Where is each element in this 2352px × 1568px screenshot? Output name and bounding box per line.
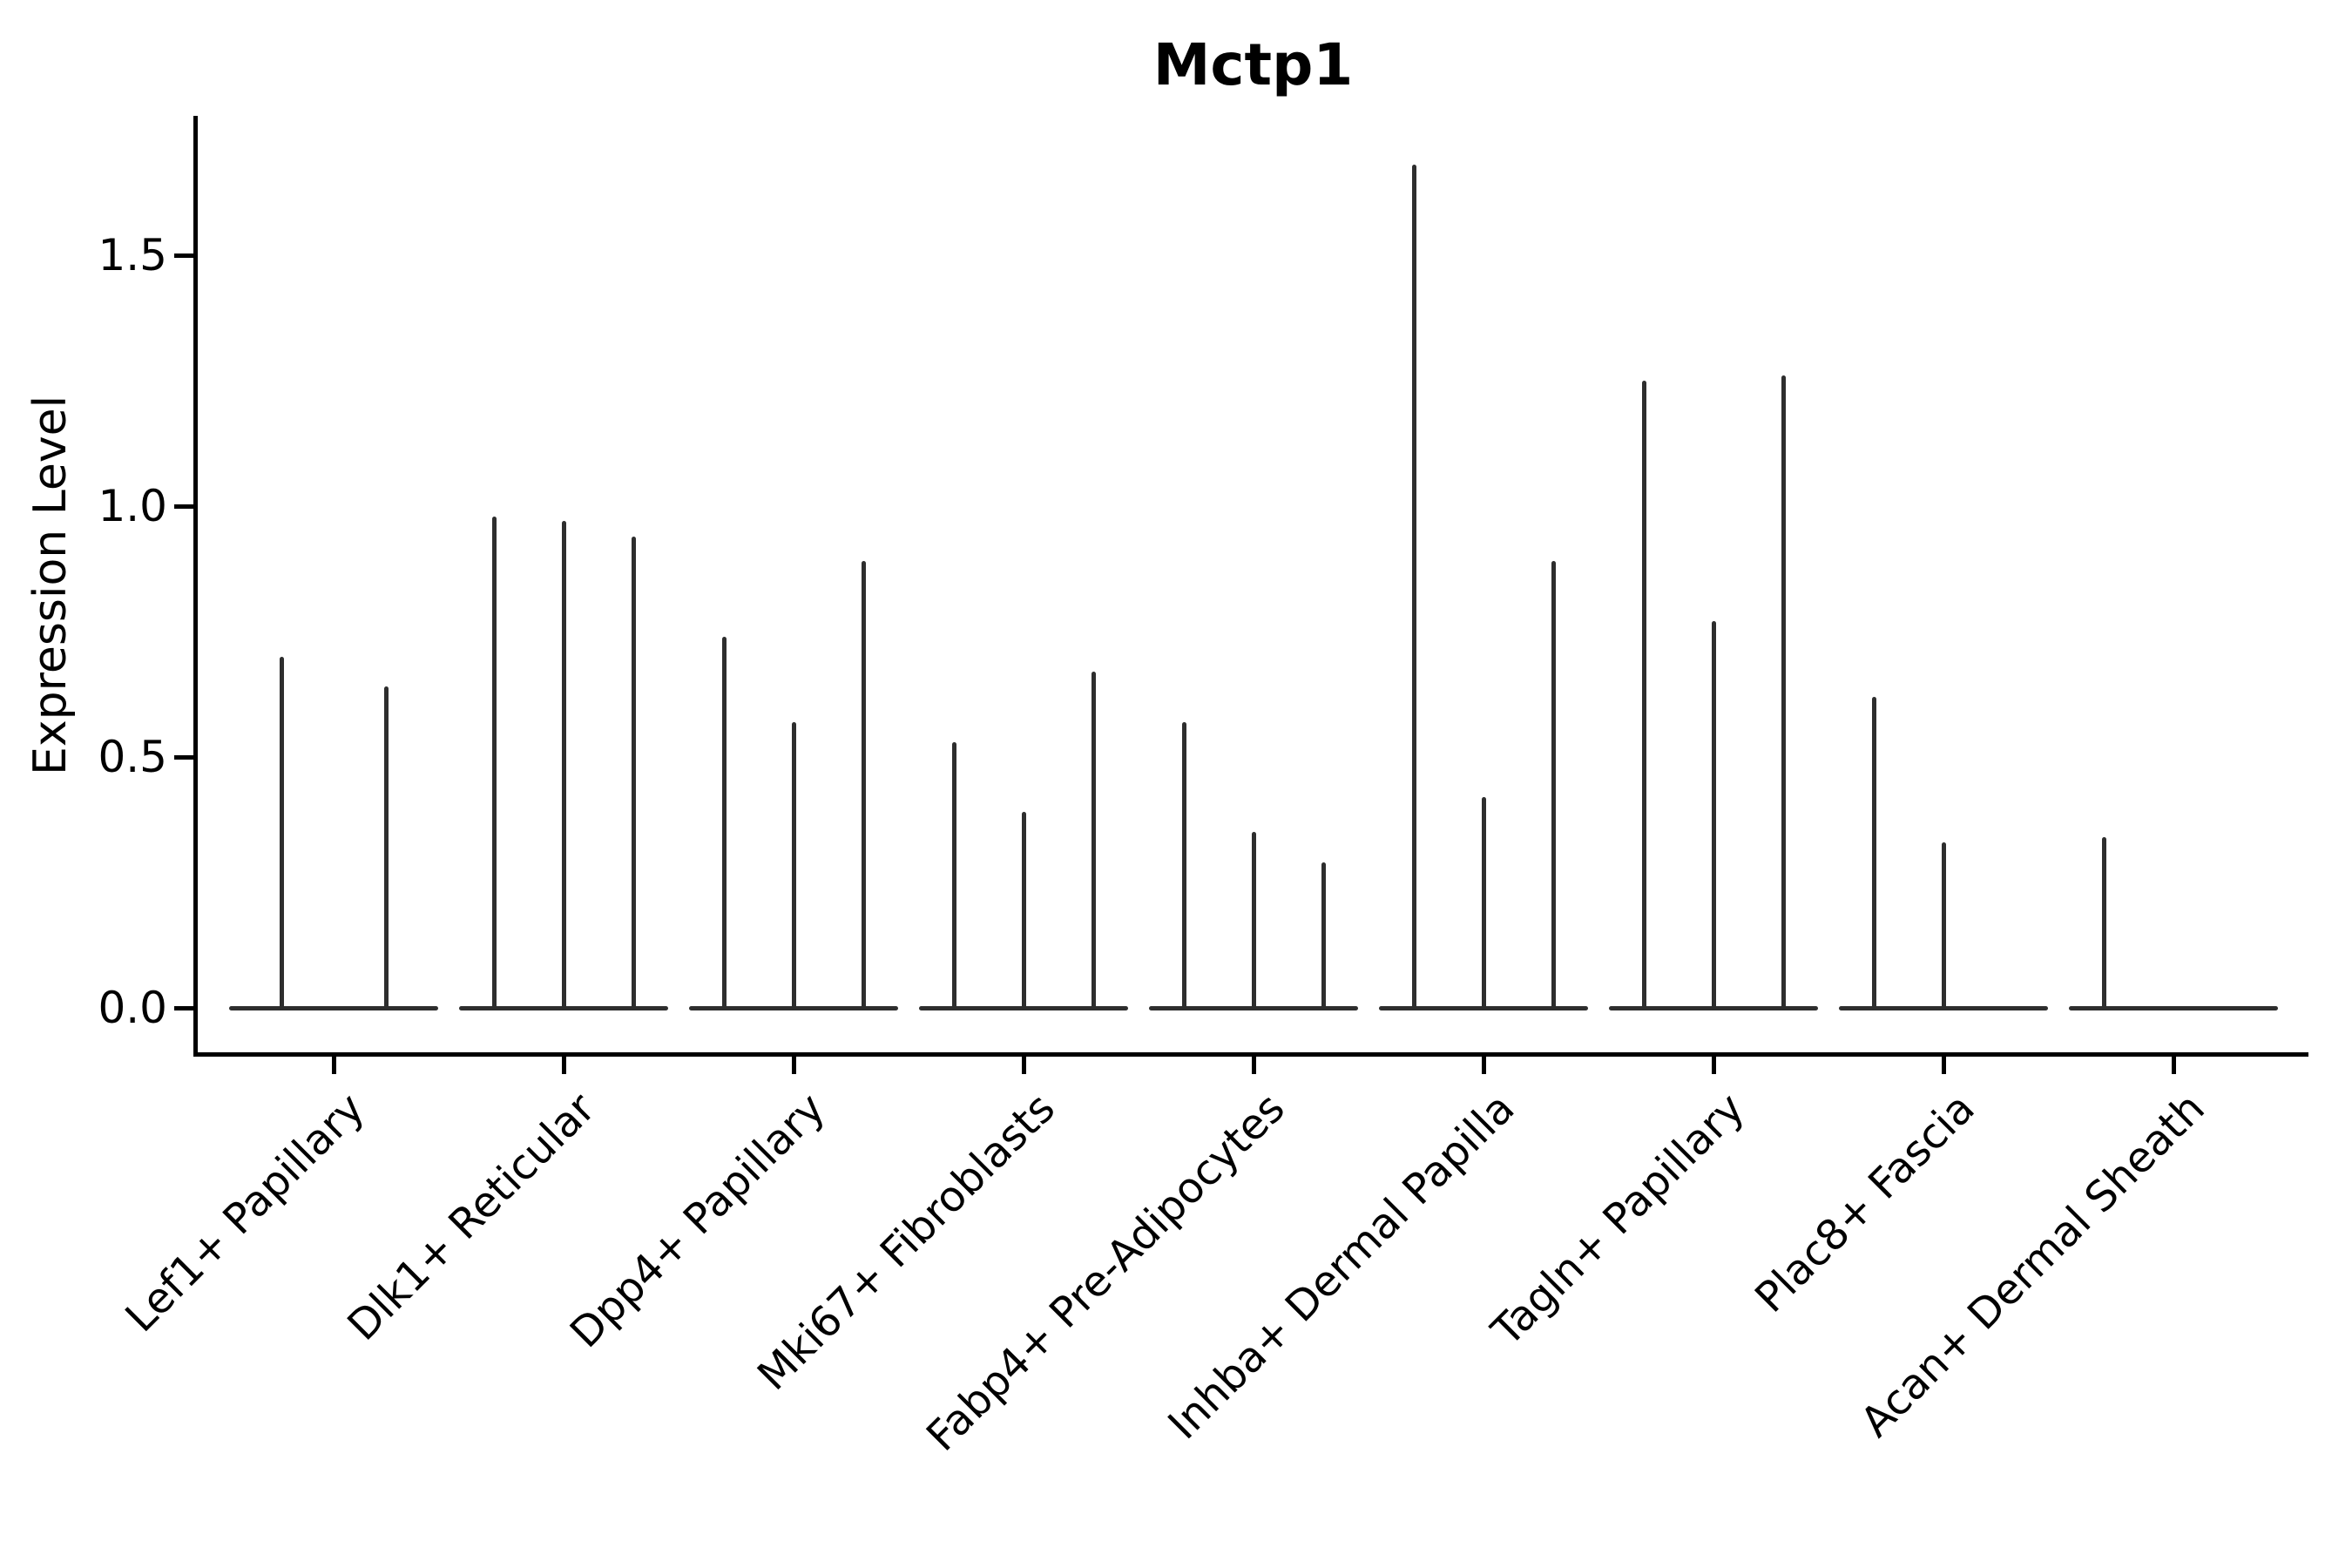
violin-baseline: [229, 1006, 438, 1010]
violin-spike: [1942, 841, 1946, 1010]
violin-spike: [1252, 832, 1256, 1010]
x-tick: [1482, 1057, 1486, 1074]
y-tick-label: 1.5: [98, 230, 167, 280]
chart-title: Mctp1: [1152, 31, 1354, 98]
violin-spike: [722, 636, 727, 1010]
violin-spike: [952, 741, 956, 1010]
x-axis-spine: [193, 1052, 2308, 1057]
x-tick: [1942, 1057, 1946, 1074]
x-tick: [332, 1057, 336, 1074]
x-tick: [1712, 1057, 1716, 1074]
violin-spike: [1781, 375, 1786, 1010]
x-category-label: Plac8+ Fascia: [1746, 1084, 1984, 1322]
violin-spike: [632, 536, 636, 1010]
y-tick: [174, 1006, 193, 1010]
violin-spike: [1022, 812, 1026, 1010]
y-axis-spine: [193, 116, 198, 1057]
x-tick: [792, 1057, 796, 1074]
violin-spike: [1872, 696, 1876, 1010]
violin-spike: [792, 721, 796, 1010]
x-category-label: Tagln+ Papillary: [1483, 1084, 1754, 1355]
y-tick: [174, 253, 193, 258]
x-category-label: Lef1+ Papillary: [116, 1084, 375, 1342]
violin-spike: [1182, 721, 1186, 1010]
x-tick: [1022, 1057, 1026, 1074]
violin-spike: [1712, 621, 1716, 1010]
x-tick: [2172, 1057, 2176, 1074]
x-category-label: Dlk1+ Reticular: [338, 1084, 605, 1350]
violin-spike: [1551, 561, 1556, 1010]
violin-spike: [1482, 797, 1486, 1010]
violin-spike: [862, 561, 866, 1010]
violin-baseline: [2069, 1006, 2278, 1010]
violin-spike: [1642, 381, 1646, 1010]
y-tick-label: 1.0: [98, 481, 167, 531]
x-tick: [562, 1057, 566, 1074]
violin-spike: [2102, 837, 2106, 1010]
y-tick-label: 0.0: [98, 983, 167, 1033]
x-category-label: Dpp4+ Papillary: [560, 1084, 835, 1358]
violin-spike: [384, 686, 389, 1010]
violin-spike: [492, 516, 497, 1010]
violin-spike: [1412, 165, 1416, 1010]
violin-spike: [1321, 862, 1326, 1010]
y-tick: [174, 504, 193, 509]
y-tick: [174, 755, 193, 760]
violin-spike: [1092, 672, 1096, 1010]
x-tick: [1252, 1057, 1256, 1074]
y-axis-label: Expression Level: [24, 395, 77, 776]
y-tick-label: 0.5: [98, 732, 167, 782]
violin-spike: [280, 656, 284, 1010]
violin-spike: [562, 521, 566, 1010]
